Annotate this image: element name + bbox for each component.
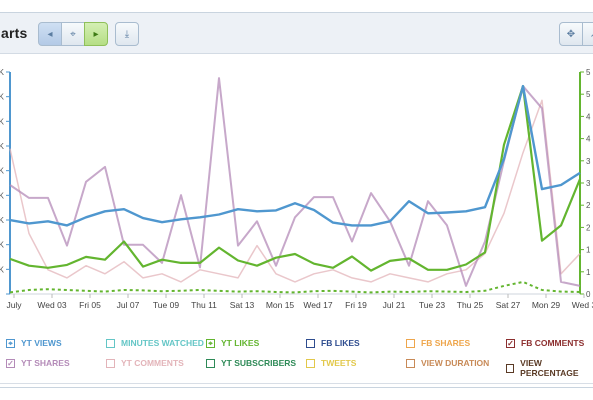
legend-item-yt-subscribers[interactable]: YT SUBSCRIBERS — [206, 358, 296, 368]
right-tick-label: 1 — [586, 268, 591, 277]
left-tick-label: K — [0, 216, 5, 225]
legend-item-fb-comments[interactable]: ✓ FB COMMENTS — [506, 338, 584, 348]
chevron-left-icon: ◂ — [47, 28, 53, 40]
legend-item-tweets[interactable]: TWEETS — [306, 358, 356, 368]
left-tick-label: K — [0, 142, 5, 151]
legend-checkbox[interactable]: ⌖ — [6, 338, 15, 348]
x-tick-label: Jul 21 — [383, 300, 406, 310]
download-button[interactable]: ⤓ — [115, 22, 139, 46]
legend-item-yt-comments[interactable]: YT COMMENTS — [106, 358, 184, 368]
chart-title: arts — [1, 25, 28, 41]
legend-item-view-duration[interactable]: VIEW DURATION — [406, 358, 489, 368]
legend-label: FB COMMENTS — [521, 338, 585, 348]
legend-item-yt-views[interactable]: ⌖ YT VIEWS — [6, 338, 62, 348]
download-icon: ⤓ — [124, 28, 130, 40]
legend-checkbox[interactable] — [306, 358, 315, 368]
x-tick-label: Wed 3 — [572, 300, 593, 310]
legend-label: YT COMMENTS — [121, 358, 184, 368]
x-tick-label: Thu 25 — [457, 300, 484, 310]
legend-item-yt-shares[interactable]: ✓ YT SHARES — [6, 358, 70, 368]
right-tick-label: 0 — [586, 290, 591, 299]
right-tick-label: 3 — [586, 179, 591, 188]
legend-item-fb-likes[interactable]: FB LIKES — [306, 338, 360, 348]
x-tick-label: Wed 17 — [303, 300, 332, 310]
left-tick-label: K — [0, 265, 5, 274]
legend-label: VIEW DURATION — [421, 358, 490, 368]
x-tick-label: Wed 03 — [37, 300, 66, 310]
legend-label: YT LIKES — [221, 338, 260, 348]
legend-checkbox[interactable] — [406, 338, 415, 348]
next-button[interactable]: ▸ — [84, 22, 108, 46]
x-tick-label: Tue 23 — [419, 300, 445, 310]
previous-button[interactable]: ◂ — [38, 22, 62, 46]
legend-label: MINUTES WATCHED — [121, 338, 204, 348]
right-tick-label: 3 — [586, 157, 591, 166]
legend-checkbox[interactable] — [506, 363, 515, 373]
legend-item-fb-shares[interactable]: FB SHARES — [406, 338, 470, 348]
legend-item-minutes-watched[interactable]: MINUTES WATCHED — [106, 338, 204, 348]
legend-item-yt-likes[interactable]: ⌖ YT LIKES — [206, 338, 259, 348]
legend-checkbox[interactable]: ⌖ — [206, 338, 215, 348]
x-tick-label: July — [6, 300, 22, 310]
right-tick-label: 2 — [586, 223, 591, 232]
legend-label: YT SHARES — [21, 358, 70, 368]
series-line-dotted — [9, 280, 581, 294]
x-tick-label: Sat 27 — [496, 300, 521, 310]
x-tick-label: Mon 29 — [532, 300, 561, 310]
x-tick-label: Jul 07 — [117, 300, 140, 310]
pin-button[interactable]: ⌖ — [61, 22, 85, 46]
chart-header: arts ◂ ⌖ ▸ ⤓ ✥ ↗ — [0, 13, 593, 54]
right-tick-label: 4 — [586, 112, 591, 121]
panel-bottom-border — [0, 383, 593, 384]
legend-checkbox[interactable] — [106, 338, 115, 348]
x-tick-label: Fri 05 — [79, 300, 101, 310]
series-line-yt-shares — [9, 77, 581, 287]
move-button[interactable]: ✥ — [559, 22, 583, 46]
right-tick-label: 5 — [586, 90, 591, 99]
left-tick-label: K — [0, 191, 5, 200]
right-tick-label: 4 — [586, 135, 591, 144]
series-line-yt-views — [9, 84, 581, 227]
left-tick-label: K — [0, 93, 5, 102]
legend-checkbox[interactable] — [406, 358, 415, 368]
x-tick-label: Mon 15 — [266, 300, 295, 310]
series-line-yt-likes — [9, 84, 582, 272]
expand-button[interactable]: ↗ — [582, 22, 593, 46]
right-tick-label: 5 — [586, 68, 591, 77]
right-tick-label: 2 — [586, 201, 591, 210]
pin-icon: ⌖ — [70, 28, 76, 40]
legend-checkbox[interactable] — [106, 358, 115, 368]
legend-checkbox[interactable]: ✓ — [506, 338, 515, 348]
left-tick-label: K — [0, 68, 5, 77]
chevron-right-icon: ▸ — [93, 28, 99, 40]
legend-checkbox[interactable] — [306, 338, 315, 348]
x-tick-label: Fri 19 — [345, 300, 367, 310]
legend-label: YT SUBSCRIBERS — [221, 358, 297, 368]
legend-label: VIEW PERCENTAGE — [520, 358, 579, 378]
x-tick-label: Tue 09 — [153, 300, 179, 310]
left-tick-label: K — [0, 167, 5, 176]
legend-label: FB SHARES — [421, 338, 471, 348]
x-tick-label: Thu 11 — [191, 300, 217, 310]
legend-label: FB LIKES — [321, 338, 360, 348]
legend-item-view-percentage[interactable]: VIEW PERCENTAGE — [506, 358, 593, 378]
left-tick-label: K — [0, 241, 5, 250]
left-tick-label: K — [0, 117, 5, 126]
legend-checkbox[interactable] — [206, 358, 215, 368]
legend-label: YT VIEWS — [21, 338, 62, 348]
move-icon: ✥ — [566, 28, 576, 40]
x-tick-label: Sat 13 — [230, 300, 255, 310]
expand-icon: ↗ — [583, 23, 593, 45]
legend-checkbox[interactable]: ✓ — [6, 358, 15, 368]
right-tick-label: 1 — [586, 246, 591, 255]
legend-label: TWEETS — [321, 358, 357, 368]
line-chart: K K K K K K K K K 0 1 1 2 2 3 3 4 4 5 5 July Wed 03 Fri 05 Jul … — [0, 68, 593, 310]
